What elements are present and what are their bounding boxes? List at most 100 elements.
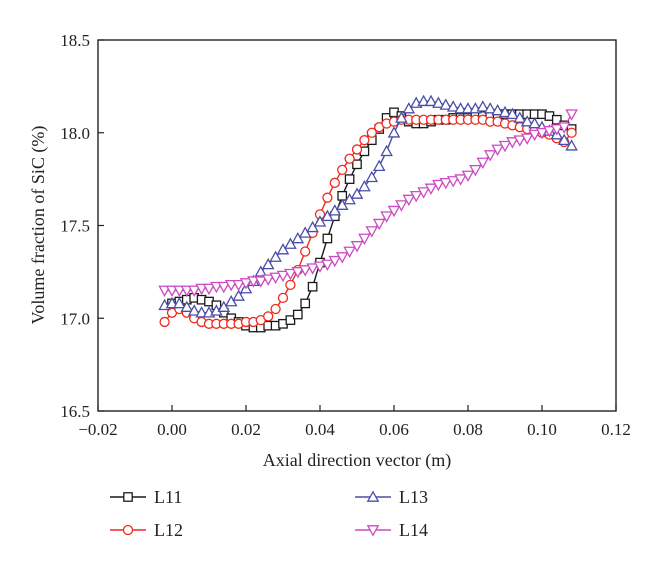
data-point-l14 — [461, 170, 475, 182]
data-point-l13 — [491, 103, 504, 116]
data-point-l13 — [454, 102, 467, 114]
data-point-l13 — [261, 257, 275, 270]
data-point-l14 — [543, 126, 556, 138]
data-point-l14 — [291, 267, 305, 279]
data-point-l12 — [285, 279, 296, 291]
y-tick-label: 17.0 — [60, 309, 90, 328]
data-point-l14 — [232, 280, 245, 292]
data-point-l12 — [337, 164, 348, 176]
data-point-l14 — [483, 150, 497, 162]
legend-swatch-marker — [122, 524, 134, 536]
data-point-l14 — [180, 285, 194, 297]
x-tick-label: 0.10 — [527, 420, 557, 439]
data-point-l14 — [306, 263, 319, 275]
data-point-l14 — [313, 261, 327, 273]
data-point-l13 — [483, 102, 497, 114]
data-point-l14 — [498, 140, 512, 153]
data-point-l11 — [322, 233, 333, 244]
data-point-l13 — [476, 100, 490, 112]
data-point-l12 — [322, 192, 333, 203]
data-point-l14 — [550, 124, 564, 136]
data-point-l13 — [165, 296, 179, 309]
data-point-l12 — [359, 135, 370, 146]
data-point-l13 — [358, 180, 371, 192]
data-point-l12 — [366, 127, 377, 138]
data-point-l14 — [395, 200, 408, 212]
data-point-l14 — [269, 272, 282, 284]
x-tick-label: 0.12 — [601, 420, 631, 439]
data-point-l14 — [328, 255, 342, 268]
data-point-l12 — [159, 316, 170, 328]
legend-label: L14 — [399, 520, 428, 540]
data-point-l13 — [254, 265, 268, 277]
data-point-l12 — [270, 303, 281, 315]
data-point-l13 — [269, 250, 282, 262]
data-point-l14 — [195, 283, 208, 296]
data-point-l14 — [343, 246, 356, 259]
data-point-l13 — [313, 215, 327, 227]
data-point-l13 — [380, 144, 393, 157]
data-point-l14 — [173, 285, 186, 297]
data-point-l14 — [446, 176, 460, 188]
x-axis: −0.02 0.00 0.02 0.04 0.06 0.08 0.10 0.12 — [78, 405, 631, 439]
data-point-l13 — [343, 192, 356, 205]
data-point-l12 — [263, 311, 274, 322]
data-point-l13 — [276, 243, 290, 255]
data-point-l14 — [432, 179, 445, 192]
data-point-l14 — [439, 177, 453, 190]
data-point-l13 — [557, 133, 571, 146]
x-axis-title: Axial direction vector (m) — [263, 450, 451, 471]
data-point-l13 — [461, 102, 475, 114]
data-point-l14 — [565, 109, 578, 121]
data-point-l14 — [187, 285, 201, 297]
data-point-l11 — [285, 315, 296, 325]
legend-item-l11: L11 — [110, 487, 182, 507]
data-point-l14 — [284, 268, 297, 281]
y-tick-label: 18.5 — [60, 31, 90, 50]
legend-label: L13 — [399, 487, 428, 507]
data-point-l14 — [506, 137, 519, 149]
data-point-l14 — [528, 129, 541, 142]
data-point-l14 — [387, 205, 401, 218]
data-point-l13 — [187, 304, 201, 316]
legend: L11 L12 L13 L14 — [110, 487, 428, 540]
data-point-l13 — [387, 126, 401, 138]
data-point-l14 — [469, 164, 482, 177]
data-point-l12 — [351, 144, 363, 155]
data-point-l13 — [321, 209, 334, 222]
data-point-l13 — [439, 98, 453, 110]
data-point-l14 — [276, 270, 290, 283]
legend-swatch-marker — [366, 525, 380, 537]
data-point-l14 — [417, 187, 430, 199]
data-point-l14 — [158, 285, 171, 297]
data-point-l14 — [476, 157, 490, 169]
data-point-l13 — [180, 300, 194, 312]
data-point-l14 — [202, 283, 216, 296]
data-point-l13 — [365, 170, 379, 183]
data-point-l13 — [291, 231, 305, 244]
data-point-l14 — [247, 276, 260, 288]
data-point-l14 — [335, 252, 349, 264]
data-point-l11 — [292, 309, 303, 320]
data-point-l13 — [306, 220, 319, 233]
data-point-l14 — [239, 278, 253, 290]
data-point-l14 — [365, 226, 379, 238]
legend-label: L11 — [154, 487, 182, 507]
series-layer — [158, 94, 578, 333]
data-point-l14 — [513, 135, 527, 147]
data-point-l11 — [307, 281, 318, 292]
x-tick-label: 0.00 — [157, 420, 187, 439]
data-point-l13 — [372, 159, 386, 171]
data-point-l12 — [344, 153, 355, 164]
data-point-l14 — [380, 211, 393, 223]
y-tick-label: 18.0 — [60, 124, 90, 143]
data-point-l13 — [520, 115, 534, 127]
x-tick-label: 0.06 — [379, 420, 409, 439]
data-point-l14 — [210, 281, 223, 294]
legend-item-l14: L14 — [355, 520, 428, 540]
data-point-l13 — [328, 204, 342, 216]
y-tick-label: 17.5 — [60, 217, 90, 236]
data-point-l14 — [557, 122, 571, 134]
plot-area: −0.02 0.00 0.02 0.04 0.06 0.08 0.10 0.12 16.5 17… — [60, 31, 631, 439]
data-point-l14 — [402, 194, 416, 207]
